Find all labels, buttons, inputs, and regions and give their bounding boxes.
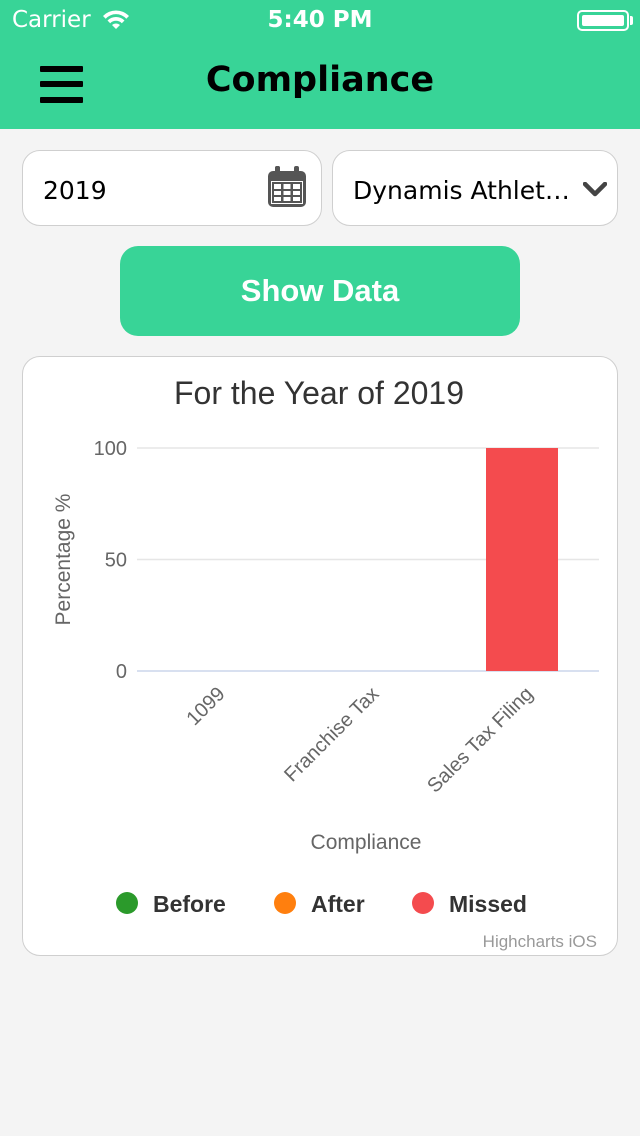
calendar-icon[interactable] — [268, 166, 306, 207]
compliance-chart: For the Year of 2019 0 50 100 Percentage % 10… — [52, 375, 599, 951]
chevron-down-icon — [583, 182, 607, 197]
chart-title: For the Year of 2019 — [174, 375, 464, 411]
menu-icon[interactable] — [40, 66, 83, 103]
y-axis-label: Percentage % — [52, 494, 75, 626]
page-title: Compliance — [205, 60, 435, 100]
legend-label-before: Before — [153, 891, 226, 917]
x-axis-label: Compliance — [311, 831, 422, 854]
y-tick-label: 50 — [105, 550, 127, 572]
bar-missed — [486, 448, 558, 671]
battery-tip — [630, 16, 633, 25]
y-tick-label: 0 — [116, 661, 127, 683]
battery-icon — [577, 10, 629, 31]
legend-marker-before — [116, 892, 138, 914]
x-tick-label: Franchise Tax — [280, 683, 383, 786]
legend-label-after: After — [311, 891, 365, 917]
company-select[interactable]: Dynamis Athletics — [332, 150, 618, 226]
legend-marker-missed — [412, 892, 434, 914]
legend-marker-after — [274, 892, 296, 914]
year-value: 2019 — [43, 176, 107, 205]
app-header: Carrier 5:40 PM Compliance — [0, 0, 640, 129]
chart-card: For the Year of 2019 0 50 100 Percentage % 10… — [22, 356, 618, 956]
show-data-button[interactable]: Show Data — [120, 246, 520, 336]
chart-credits: Highcharts iOS — [483, 932, 597, 951]
status-time: 5:40 PM — [267, 7, 373, 33]
carrier-label: Carrier — [12, 7, 91, 33]
status-bar: Carrier 5:40 PM — [0, 0, 640, 40]
legend-label-missed: Missed — [449, 891, 527, 917]
company-value: Dynamis Athletics — [353, 176, 575, 205]
x-tick-label: 1099 — [183, 683, 230, 730]
y-tick-label: 100 — [94, 438, 127, 460]
wifi-icon — [103, 10, 129, 29]
x-tick-label: Sales Tax Filing — [423, 683, 537, 797]
